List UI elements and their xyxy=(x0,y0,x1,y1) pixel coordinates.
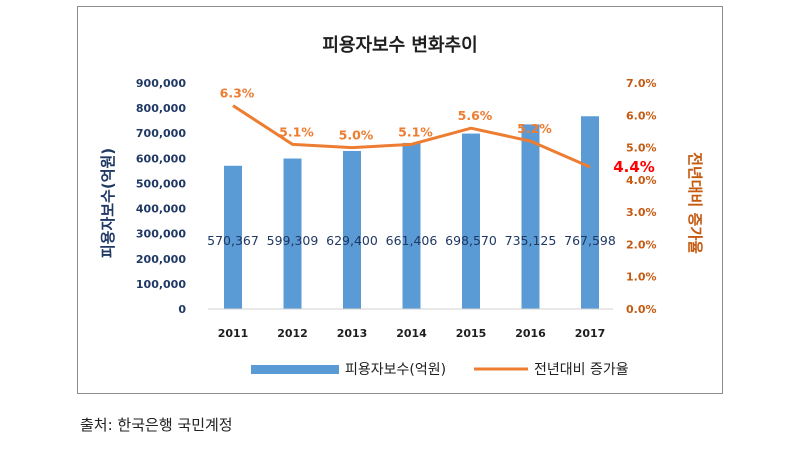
bar-value-label: 599,309 xyxy=(267,233,319,248)
legend-label-line: 전년대비 증가율 xyxy=(534,362,629,378)
y2-tick-label: 3.0% xyxy=(626,206,657,219)
y2-tick-label: 2.0% xyxy=(626,238,657,251)
y-tick-label: 200,000 xyxy=(136,253,186,266)
bar-value-label: 629,400 xyxy=(326,233,378,248)
y2-tick-label: 6.0% xyxy=(626,109,657,122)
line-value-label: 5.0% xyxy=(339,128,374,143)
x-tick-label: 2015 xyxy=(456,327,487,340)
x-tick-label: 2013 xyxy=(337,327,368,340)
y-tick-label: 0 xyxy=(178,303,186,316)
bar xyxy=(224,165,242,309)
y2-tick-label: 4.0% xyxy=(626,174,657,187)
chart: 피용자보수 변화추이 0 100,000 200,000 300,000 400,000… xyxy=(99,35,704,378)
y2-tick-label: 1.0% xyxy=(626,271,657,284)
bar-value-label: 661,406 xyxy=(386,233,438,248)
x-tick-label: 2016 xyxy=(515,327,546,340)
y-tick-label: 600,000 xyxy=(136,152,186,165)
line-value-labels: 6.3% 5.1% 5.0% 5.1% 5.6% 5.2% 4.4% xyxy=(220,86,655,176)
bar xyxy=(462,133,480,309)
line-value-label: 4.4% xyxy=(613,158,655,176)
line-value-label: 5.2% xyxy=(517,121,552,136)
bar xyxy=(581,116,599,309)
line-value-label: 6.3% xyxy=(220,86,255,101)
y2-tick-label: 5.0% xyxy=(626,142,657,155)
y-tick-label: 300,000 xyxy=(136,228,186,241)
legend: 피용자보수(억원) 전년대비 증가율 xyxy=(251,362,629,378)
y-tick-label: 400,000 xyxy=(136,203,186,216)
line-value-label: 5.6% xyxy=(458,108,493,123)
y-tick-label: 500,000 xyxy=(136,177,186,190)
y-tick-label: 100,000 xyxy=(136,278,186,291)
x-tick-label: 2012 xyxy=(277,327,308,340)
x-tick-label: 2011 xyxy=(218,327,249,340)
bar xyxy=(402,142,421,309)
bar-value-label: 767,598 xyxy=(564,233,616,248)
y2-tick-label: 7.0% xyxy=(626,77,657,90)
bar-value-labels: 570,367 599,309 629,400 661,406 698,570 735,1… xyxy=(207,233,616,248)
x-tick-label: 2017 xyxy=(575,327,606,340)
bar-series xyxy=(224,116,599,309)
right-axis-ticks: 0.0% 1.0% 2.0% 3.0% 4.0% 5.0% 6.0% 7.0% xyxy=(626,77,657,316)
bar-value-label: 698,570 xyxy=(445,233,497,248)
y-tick-label: 800,000 xyxy=(136,102,186,115)
legend-swatch-bar xyxy=(251,365,339,374)
bar xyxy=(283,158,302,309)
bar xyxy=(521,124,540,309)
y-tick-label: 900,000 xyxy=(136,77,186,90)
bar xyxy=(343,150,361,309)
source-note: 출처: 한국은행 국민계정 xyxy=(80,416,233,434)
bar-value-label: 735,125 xyxy=(505,233,557,248)
y-tick-label: 700,000 xyxy=(136,127,186,140)
line-series xyxy=(232,104,591,169)
line-value-label: 5.1% xyxy=(398,124,433,139)
bar-value-label: 570,367 xyxy=(207,233,259,248)
line xyxy=(232,104,591,169)
left-axis-ticks: 0 100,000 200,000 300,000 400,000 500,000 600,… xyxy=(136,77,186,316)
chart-frame: 피용자보수 변화추이 0 100,000 200,000 300,000 400,000… xyxy=(77,6,723,394)
x-tick-label: 2014 xyxy=(396,327,427,340)
chart-title: 피용자보수 변화추이 xyxy=(322,35,477,56)
x-axis-ticks: 2011 2012 2013 2014 2015 2016 2017 xyxy=(218,327,606,340)
y2-axis-title: 전년대비 증가율 xyxy=(686,152,704,254)
line-value-label: 5.1% xyxy=(279,124,314,139)
legend-label-bar: 피용자보수(억원) xyxy=(345,362,446,378)
y2-tick-label: 0.0% xyxy=(626,303,657,316)
y-axis-title: 피용자보수(억원) xyxy=(99,148,117,258)
